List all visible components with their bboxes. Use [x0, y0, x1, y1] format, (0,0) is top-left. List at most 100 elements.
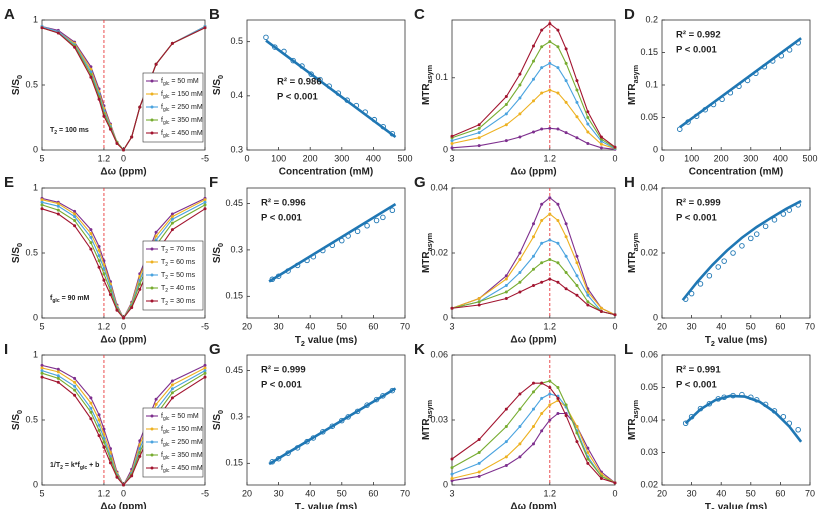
- series-marker: [450, 457, 454, 461]
- subscript: 2: [165, 249, 168, 255]
- x-tick-label: 3: [449, 153, 454, 163]
- panel-letter: C: [414, 6, 425, 23]
- series-marker: [477, 451, 481, 454]
- series-marker: [170, 387, 174, 391]
- series-marker: [540, 396, 544, 400]
- subscript: 0: [216, 243, 225, 247]
- series-marker: [518, 392, 522, 396]
- y-axis-label: MTRasym: [627, 233, 641, 273]
- series-marker: [518, 442, 522, 446]
- series-marker: [540, 45, 544, 49]
- series-marker: [170, 396, 174, 400]
- text-part: 1/T: [50, 462, 61, 469]
- x-tick-label: 1.2: [544, 153, 557, 163]
- series-marker: [504, 297, 508, 300]
- panel-letter: B: [209, 6, 220, 23]
- series-marker: [586, 290, 590, 294]
- annotation: R² = 0.999: [676, 198, 721, 209]
- series-marker: [548, 126, 552, 130]
- x-tick-label: -5: [201, 321, 209, 331]
- series-marker: [540, 412, 544, 415]
- y-tick-label: 0.03: [640, 447, 658, 457]
- y-tick-label: 1: [33, 182, 38, 192]
- data-point: [795, 427, 801, 433]
- series-marker: [548, 403, 552, 407]
- y-tick-label: 0.05: [640, 382, 658, 392]
- subscript: 2: [711, 506, 715, 509]
- series-marker: [532, 77, 535, 81]
- text-part: value (ms): [305, 502, 357, 509]
- data-point: [272, 44, 278, 50]
- series-marker: [532, 442, 535, 446]
- series-marker: [450, 479, 454, 483]
- series-marker: [40, 371, 44, 375]
- series-marker: [40, 203, 44, 207]
- series-marker: [170, 215, 174, 219]
- panel-letter: L: [624, 341, 633, 358]
- text-part: f: [161, 465, 163, 472]
- x-axis-label: Δω (ppm): [100, 167, 146, 178]
- series-marker: [73, 209, 77, 213]
- subscript: asym: [631, 233, 640, 251]
- fit-line: [268, 387, 397, 466]
- x-axis-label: Δω (ppm): [100, 502, 146, 509]
- text-part: value (ms): [305, 335, 357, 346]
- text-part: = 70 ms: [168, 246, 196, 253]
- series-marker: [477, 300, 481, 304]
- series-marker: [504, 277, 508, 281]
- y-tick-label: 0: [653, 144, 658, 154]
- series-marker: [56, 212, 60, 216]
- subscript: glc: [163, 455, 170, 461]
- text-part: = 40 ms: [168, 285, 196, 292]
- series-marker: [575, 425, 579, 428]
- series-marker: [599, 306, 603, 310]
- series-marker: [518, 280, 522, 284]
- text-part: T: [161, 285, 166, 292]
- series-marker: [599, 135, 603, 139]
- x-tick-label: 50: [337, 321, 347, 331]
- subscript: glc: [163, 468, 170, 474]
- annotation: R² = 0.992: [676, 30, 721, 41]
- series-marker: [575, 274, 579, 278]
- series-marker: [599, 146, 603, 150]
- series-line: [41, 197, 206, 320]
- subscript: glc: [163, 107, 170, 113]
- y-tick-label: 0: [443, 312, 448, 322]
- series-marker: [532, 407, 535, 411]
- text-part: = 250 mM: [169, 439, 202, 446]
- data-point: [380, 214, 386, 221]
- series-marker: [532, 254, 535, 258]
- series-marker: [518, 290, 522, 294]
- series-marker: [556, 412, 560, 415]
- data-point: [721, 258, 727, 264]
- annotation: P < 0.001: [277, 92, 318, 103]
- x-tick-label: 30: [274, 488, 284, 498]
- series-marker: [40, 200, 44, 204]
- x-tick-label: 300: [743, 153, 758, 163]
- series-marker: [73, 219, 77, 222]
- series-marker: [518, 112, 522, 116]
- series-marker: [56, 374, 60, 378]
- subscript: 2: [301, 339, 305, 348]
- subscript: 2: [60, 465, 63, 471]
- series-marker: [477, 438, 481, 441]
- text-part: T: [161, 272, 166, 279]
- series-marker: [575, 100, 579, 104]
- series-marker: [450, 146, 454, 150]
- y-tick-label: 0: [33, 312, 38, 322]
- legend-label: fglc = 350 mM: [161, 452, 203, 461]
- series-marker: [89, 401, 93, 405]
- series-marker: [108, 461, 112, 465]
- series-marker: [504, 455, 508, 459]
- y-axis-label: S/S0: [212, 410, 226, 430]
- x-axis-label: Δω (ppm): [100, 335, 146, 346]
- x-tick-label: 0: [612, 321, 617, 331]
- series-marker: [548, 379, 552, 383]
- panel-letter: F: [209, 174, 218, 191]
- y-tick-label: 0.02: [640, 479, 658, 489]
- text-part: = 50 ms: [168, 272, 196, 279]
- series-marker: [138, 454, 142, 458]
- legend-label: fglc = 350 mM: [161, 117, 203, 126]
- text-part: = 90 mM: [60, 295, 90, 302]
- x-tick-label: 400: [366, 153, 381, 163]
